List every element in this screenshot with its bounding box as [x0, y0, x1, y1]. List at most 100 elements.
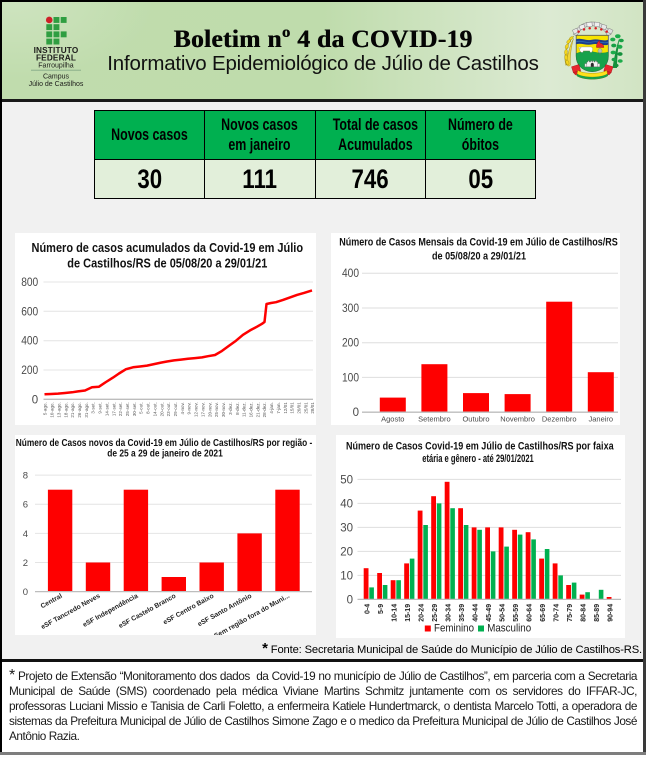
- svg-text:Feminino: Feminino: [434, 623, 474, 635]
- svg-text:31-ago.: 31-ago.: [84, 402, 89, 417]
- svg-text:400: 400: [342, 268, 359, 280]
- svg-text:30-34: 30-34: [446, 604, 453, 622]
- svg-text:17-set.: 17-set.: [111, 402, 116, 416]
- svg-text:45-49: 45-49: [486, 604, 493, 622]
- svg-text:4: 4: [23, 529, 28, 540]
- svg-text:10-ago.: 10-ago.: [50, 402, 55, 417]
- svg-text:10-14: 10-14: [392, 604, 399, 622]
- svg-text:60-64: 60-64: [527, 604, 534, 622]
- svg-text:30: 30: [340, 522, 353, 534]
- svg-text:30-set.: 30-set.: [132, 402, 137, 416]
- svg-text:5-out.: 5-out.: [139, 402, 144, 414]
- svg-text:25-set.: 25-set.: [125, 402, 130, 416]
- svg-text:15/01: 15/01: [290, 402, 295, 414]
- svg-text:25-29: 25-29: [432, 604, 439, 622]
- svg-text:Agosto: Agosto: [381, 415, 404, 424]
- svg-text:70-74: 70-74: [554, 604, 561, 622]
- svg-text:300: 300: [342, 303, 359, 315]
- svg-text:17-nov.: 17-nov.: [201, 402, 206, 417]
- svg-text:14-set.: 14-set.: [104, 402, 109, 416]
- svg-text:400: 400: [21, 336, 38, 348]
- svg-text:90-94: 90-94: [608, 604, 615, 622]
- svg-text:13-ago.: 13-ago.: [56, 402, 61, 417]
- svg-text:8-dez.: 8-dez.: [235, 402, 240, 415]
- svg-text:26-ago.: 26-ago.: [77, 402, 82, 417]
- svg-text:Campus: Campus: [43, 74, 70, 81]
- svg-text:0: 0: [23, 587, 28, 598]
- svg-text:FEDERAL: FEDERAL: [36, 54, 76, 63]
- svg-text:16-dez.: 16-dez.: [249, 402, 254, 417]
- svg-text:8: 8: [23, 471, 28, 482]
- svg-text:200: 200: [21, 365, 38, 377]
- svg-text:22-set.: 22-set.: [118, 402, 123, 416]
- svg-text:Farroupilha: Farroupilha: [38, 63, 74, 70]
- svg-text:800: 800: [21, 277, 38, 289]
- svg-text:de 25 a 29 de janeiro de 2021: de 25 a 29 de janeiro de 2021: [107, 448, 223, 459]
- svg-text:14-out.: 14-out.: [152, 402, 157, 416]
- svg-text:5-ago.: 5-ago.: [43, 402, 48, 415]
- svg-text:Número de Casos Covid-19 em Jú: Número de Casos Covid-19 em Júlio de Cas…: [346, 441, 614, 453]
- svg-text:50: 50: [340, 474, 353, 486]
- svg-text:Número de Casos novos da Covid: Número de Casos novos da Covid-19 em Júl…: [16, 438, 313, 449]
- svg-text:35-39: 35-39: [459, 604, 466, 622]
- svg-text:15-19: 15-19: [405, 604, 412, 622]
- svg-text:6: 6: [23, 500, 28, 511]
- svg-text:7-jan.: 7-jan.: [276, 402, 281, 413]
- svg-text:25/01: 25/01: [303, 402, 308, 414]
- svg-text:5-9: 5-9: [378, 604, 385, 614]
- svg-text:Outubro: Outubro: [462, 415, 489, 424]
- svg-text:3-dez.: 3-dez.: [228, 402, 233, 415]
- svg-text:Júlio de Castilhos: Júlio de Castilhos: [29, 81, 84, 88]
- svg-text:200: 200: [342, 338, 359, 350]
- svg-text:20-out.: 20-out.: [159, 402, 164, 416]
- svg-text:3-set.: 3-set.: [91, 402, 96, 413]
- svg-text:55-59: 55-59: [513, 604, 520, 622]
- svg-text:65-69: 65-69: [540, 604, 547, 622]
- svg-text:12/01: 12/01: [283, 402, 288, 414]
- svg-text:20-nov.: 20-nov.: [207, 402, 212, 417]
- svg-text:0: 0: [353, 407, 359, 419]
- svg-text:8-out.: 8-out.: [146, 402, 151, 414]
- svg-text:28/01: 28/01: [310, 402, 315, 414]
- svg-text:20/01: 20/01: [297, 402, 302, 414]
- svg-text:etária e gênero - até 29/01/20: etária e gênero - até 29/01/2021: [422, 453, 534, 465]
- svg-text:12-nov.: 12-nov.: [194, 402, 199, 417]
- svg-text:100: 100: [342, 372, 359, 384]
- svg-text:600: 600: [21, 306, 38, 318]
- svg-text:de 05/08/20 a 29/01/21: de 05/08/20 a 29/01/21: [432, 250, 526, 262]
- svg-text:9-nov.: 9-nov.: [187, 402, 192, 414]
- svg-text:11-dez.: 11-dez.: [242, 402, 247, 417]
- svg-text:4-nov.: 4-nov.: [180, 402, 185, 414]
- svg-text:30-nov.: 30-nov.: [221, 402, 226, 417]
- svg-text:0: 0: [32, 394, 38, 406]
- svg-text:21-ago.: 21-ago.: [70, 402, 75, 417]
- svg-text:2: 2: [23, 558, 28, 569]
- svg-text:85-89: 85-89: [594, 604, 601, 622]
- svg-text:de Castilhos/RS de 05/08/20 a: de Castilhos/RS de 05/08/20 a 29/01/21: [67, 256, 267, 270]
- svg-text:Dezembro: Dezembro: [542, 415, 577, 424]
- svg-text:0-4: 0-4: [365, 604, 372, 614]
- svg-text:9-set.: 9-set.: [98, 402, 103, 413]
- svg-text:INSTITUTO: INSTITUTO: [34, 46, 79, 55]
- svg-text:28-dez.: 28-dez.: [262, 402, 267, 417]
- svg-text:29-out.: 29-out.: [173, 402, 178, 416]
- svg-text:50-54: 50-54: [500, 604, 507, 622]
- svg-text:20-24: 20-24: [419, 604, 426, 622]
- svg-text:Número de casos acumulados da: Número de casos acumulados da Covid-19 e…: [32, 241, 304, 255]
- svg-text:Masculino: Masculino: [487, 623, 531, 635]
- svg-text:20: 20: [340, 546, 353, 558]
- svg-text:Setembro: Setembro: [418, 415, 451, 424]
- svg-text:40-44: 40-44: [473, 604, 480, 622]
- svg-text:18-ago.: 18-ago.: [63, 402, 68, 417]
- svg-text:21-dez.: 21-dez.: [255, 402, 260, 417]
- svg-text:10: 10: [340, 570, 353, 582]
- svg-text:4-jan.: 4-jan.: [269, 402, 274, 413]
- svg-text:Novembro: Novembro: [500, 415, 535, 424]
- svg-text:40: 40: [340, 498, 353, 510]
- svg-text:23-out.: 23-out.: [166, 402, 171, 416]
- svg-text:Janeiro: Janeiro: [588, 415, 613, 424]
- svg-text:0: 0: [347, 594, 353, 606]
- svg-text:25-nov.: 25-nov.: [214, 402, 219, 417]
- svg-text:80-84: 80-84: [581, 604, 588, 622]
- svg-text:Central: Central: [40, 593, 64, 611]
